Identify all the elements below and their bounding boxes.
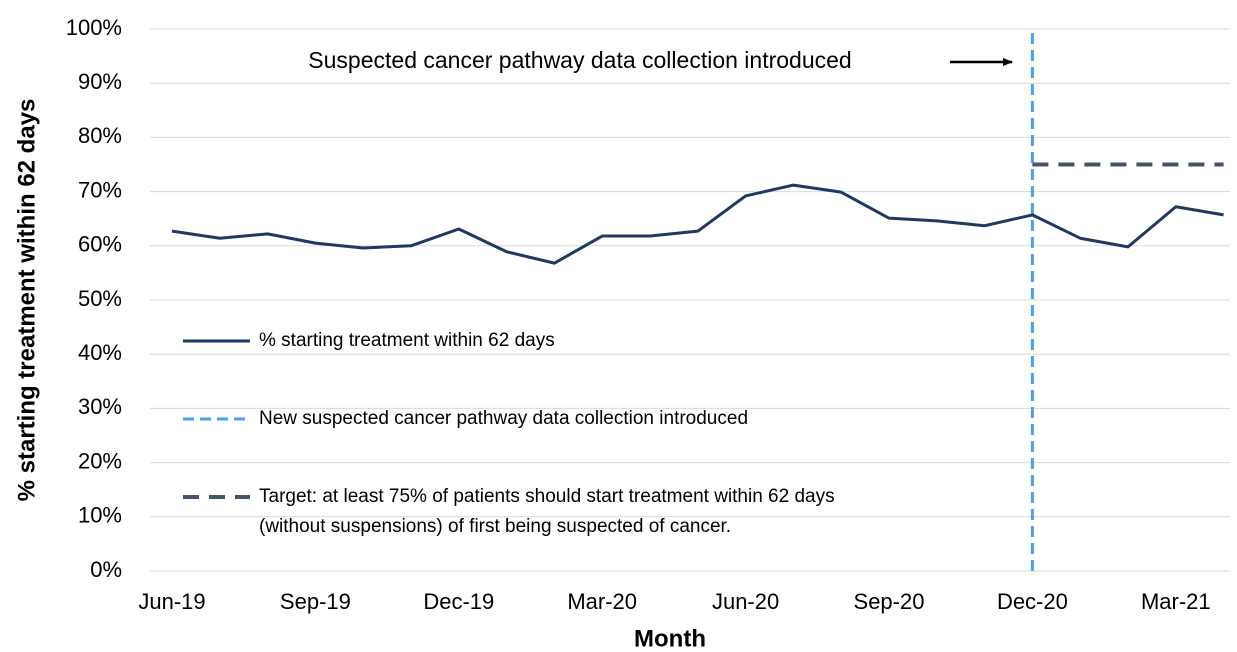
- annotation: Suspected cancer pathway data collection…: [308, 47, 851, 73]
- y-tick-label: 0%: [90, 557, 122, 582]
- y-tick-label: 60%: [78, 232, 122, 257]
- legend-label: New suspected cancer pathway data collec…: [259, 408, 749, 429]
- x-tick-label: Jun-19: [138, 589, 205, 614]
- x-axis-label: Month: [634, 625, 706, 652]
- x-tick-label: Sep-19: [280, 589, 351, 614]
- series-line: [171, 183, 1224, 265]
- y-tick-label: 100%: [66, 15, 122, 40]
- x-tick-label: Mar-20: [567, 589, 637, 614]
- y-tick-label: 40%: [78, 340, 122, 365]
- x-tick-label: Jun-20: [712, 589, 779, 614]
- y-tick-label: 20%: [78, 448, 122, 473]
- legend-label: % starting treatment within 62 days: [259, 330, 555, 351]
- y-tick-label: 90%: [78, 69, 122, 94]
- y-tick-label: 10%: [78, 503, 122, 528]
- y-axis-label: % starting treatment within 62 days: [13, 99, 40, 502]
- legend-label: Target: at least 75% of patients should …: [259, 486, 835, 537]
- x-tick-label: Mar-21: [1141, 589, 1211, 614]
- x-tick-label: Dec-19: [423, 589, 494, 614]
- x-tick-label: Dec-20: [997, 589, 1068, 614]
- y-tick-label: 70%: [78, 177, 122, 202]
- y-tick-label: 80%: [78, 123, 122, 148]
- x-tick-label: Sep-20: [854, 589, 925, 614]
- y-tick-label: 30%: [78, 394, 122, 419]
- y-tick-label: 50%: [78, 286, 122, 311]
